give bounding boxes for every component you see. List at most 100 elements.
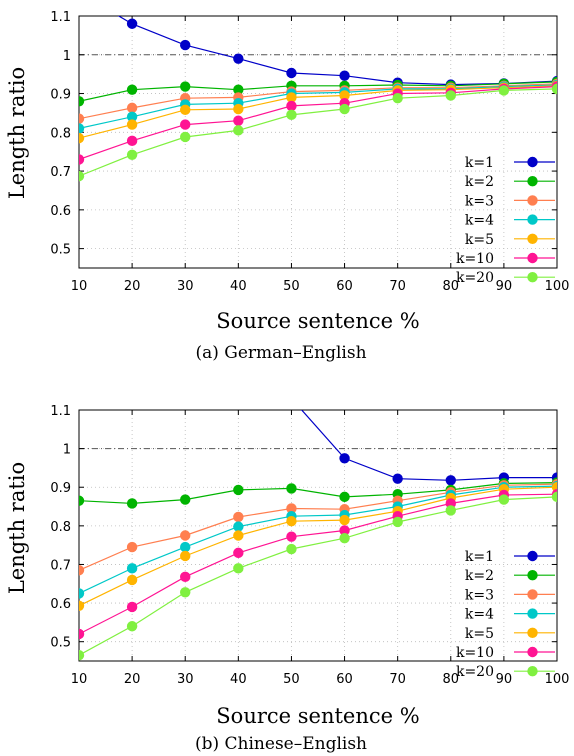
- legend-marker: [527, 627, 538, 638]
- data-point: [339, 533, 350, 544]
- y-tick-label: 0.5: [50, 243, 71, 258]
- x-tick-label: 70: [389, 279, 406, 294]
- legend-label: k=20: [456, 664, 494, 680]
- data-point: [180, 550, 191, 562]
- data-point: [126, 149, 138, 160]
- data-point: [180, 119, 191, 130]
- legend-label: k=2: [465, 568, 494, 584]
- legend-marker: [527, 608, 538, 619]
- data-point: [180, 530, 191, 541]
- xlabel: Source sentence %: [216, 704, 419, 728]
- data-point: [79, 588, 85, 599]
- data-point: [180, 131, 191, 143]
- y-tick-label: 0.8: [50, 126, 71, 141]
- series-line: [79, 86, 557, 160]
- series-k5: [79, 482, 557, 611]
- legend-label: k=4: [465, 213, 494, 229]
- legend-marker: [527, 589, 538, 600]
- data-point: [392, 516, 403, 528]
- data-point: [339, 514, 350, 526]
- data-point: [126, 563, 138, 574]
- data-point: [126, 541, 138, 553]
- data-point: [551, 491, 557, 503]
- legend-marker: [527, 214, 538, 225]
- data-point: [233, 530, 244, 541]
- data-point: [445, 475, 456, 486]
- plot-area: [79, 393, 557, 661]
- data-point: [180, 587, 191, 598]
- data-point: [233, 521, 244, 532]
- data-point: [180, 81, 191, 92]
- x-tick-label: 40: [230, 672, 247, 687]
- data-point: [126, 621, 138, 632]
- x-tick-label: 80: [443, 279, 460, 294]
- data-point: [286, 100, 297, 112]
- x-tick-label: 100: [545, 672, 570, 687]
- x-tick-label: 40: [230, 279, 247, 294]
- x-tick-label: 50: [283, 279, 300, 294]
- legend-marker: [527, 646, 538, 658]
- data-point: [286, 516, 297, 527]
- x-tick-label: 80: [443, 672, 460, 687]
- series-line: [300, 410, 557, 481]
- x-tick-label: 50: [283, 672, 300, 687]
- data-point: [286, 503, 297, 514]
- data-point: [126, 102, 138, 114]
- data-point: [79, 650, 85, 661]
- data-point: [286, 393, 296, 403]
- data-point: [445, 90, 456, 101]
- legend-item: k=3: [465, 587, 555, 603]
- y-tick-label: 1: [63, 49, 71, 64]
- data-point: [79, 123, 85, 134]
- y-tick-label: 1: [63, 443, 71, 458]
- legend-label: k=3: [465, 193, 494, 209]
- data-point: [286, 531, 297, 542]
- legend-item: k=1: [465, 155, 555, 171]
- legend-item: k=2: [465, 568, 555, 584]
- data-point: [79, 495, 85, 506]
- legend-label: k=3: [465, 587, 494, 603]
- y-tick-label: 0.7: [50, 165, 71, 180]
- data-point: [339, 70, 350, 81]
- data-point: [126, 574, 138, 586]
- legend-marker: [527, 570, 538, 581]
- data-point: [551, 83, 557, 95]
- data-point: [180, 541, 191, 553]
- data-point: [339, 525, 350, 536]
- data-point: [79, 154, 85, 165]
- data-point: [233, 547, 244, 559]
- legend-label: k=1: [465, 155, 494, 171]
- data-point: [180, 104, 191, 116]
- legend: k=1 k=2 k=3 k=4 k=5 k=10 k=20: [456, 155, 555, 286]
- data-point: [339, 103, 350, 115]
- data-point: [233, 511, 244, 523]
- data-point: [180, 39, 191, 51]
- data-point: [126, 18, 138, 29]
- x-tick-label: 90: [496, 672, 513, 687]
- legend-label: k=4: [465, 607, 494, 623]
- legend-label: k=2: [465, 174, 494, 190]
- y-tick-label: 0.8: [50, 520, 71, 535]
- legend-label: k=20: [456, 270, 494, 286]
- legend-item: k=10: [456, 251, 555, 267]
- plot-area: [79, 16, 557, 182]
- data-point: [286, 543, 297, 555]
- legend-label: k=10: [456, 645, 494, 661]
- data-point: [126, 84, 138, 95]
- x-tick-label: 70: [389, 672, 406, 687]
- data-point: [79, 600, 85, 611]
- data-point: [126, 135, 138, 147]
- data-point: [233, 84, 244, 95]
- data-point: [79, 113, 85, 124]
- legend-item: k=2: [465, 174, 555, 190]
- legend-label: k=10: [456, 251, 494, 267]
- legend-item: k=1: [465, 549, 555, 565]
- data-point: [339, 90, 350, 101]
- data-point: [233, 53, 244, 64]
- legend-marker: [527, 195, 538, 206]
- x-tick-label: 90: [496, 279, 513, 294]
- data-point: [79, 565, 85, 576]
- data-point: [126, 601, 138, 613]
- series-line: [79, 84, 557, 129]
- series-k2: [79, 477, 557, 509]
